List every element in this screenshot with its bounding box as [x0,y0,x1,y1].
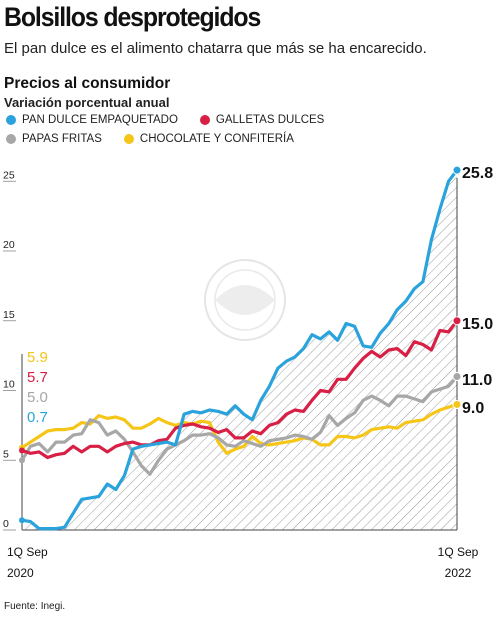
series-end-point [452,165,462,175]
legend-label-pan-dulce: PAN DULCE EMPAQUETADO [22,114,178,126]
x-tick-label: 2022 [445,566,472,580]
section-title: Precios al consumidor [4,75,171,92]
series-start-point [19,457,25,464]
series-end-point [452,316,462,326]
hatched-area [22,170,457,530]
series-start-point [19,517,25,524]
series-line [20,168,459,531]
series-line [20,319,459,460]
end-value-label: 25.8 [462,165,493,182]
legend-row-1: PAN DULCE EMPAQUETADO GALLETAS DULCES [6,114,324,126]
y-tick-label: 25 [3,169,15,181]
series-end-point [452,372,462,382]
chart-title: Bolsillos desprotegidos [4,2,261,32]
x-tick-label: 1Q Sep [438,545,479,559]
legend-swatch-pan-dulce [6,115,16,125]
chart-subtitle: El pan dulce es el alimento chatarra que… [4,40,427,57]
legend-label-galletas: GALLETAS DULCES [215,114,325,126]
y-tick-label: 20 [3,239,15,251]
end-value-label: 9.0 [462,400,484,417]
y-tick-label: 15 [3,309,15,321]
y-tick-label: 5 [3,448,9,460]
legend-row-2: PAPAS FRITAS CHOCOLATE Y CONFITERÍA [6,133,294,145]
y-tick-label: 10 [3,379,15,391]
end-value-label: 15.0 [462,316,493,333]
y-tick-label: 0 [3,518,9,530]
source-note: Fuente: Inegi. [4,601,66,612]
start-value-label: 5.7 [27,369,48,386]
watermark-emblem [204,259,286,341]
start-value-label: 5.0 [27,389,48,406]
legend-label-papas: PAPAS FRITAS [22,133,102,145]
legend-label-chocolate: CHOCOLATE Y CONFITERÍA [139,133,294,145]
legend-swatch-galletas [199,115,210,125]
end-value-label: 11.0 [462,372,492,389]
section-subtitle: Variación porcentual anual [4,95,170,110]
x-tick-label: 1Q Sep [7,545,48,559]
series-start-point [19,447,25,454]
x-tick-label: 2020 [7,566,34,580]
legend-swatch-papas [6,134,16,144]
start-value-label: 5.9 [27,349,48,366]
start-value-label: 0.7 [27,409,48,426]
series-line [20,375,459,476]
series-end-point [452,399,462,409]
legend-swatch-chocolate [123,134,134,144]
